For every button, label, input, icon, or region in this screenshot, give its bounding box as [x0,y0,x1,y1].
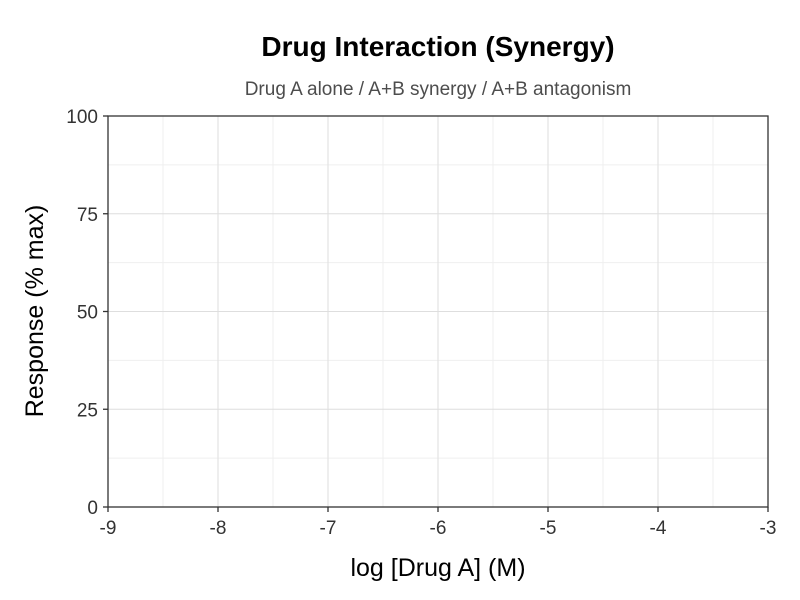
x-tick-label: -7 [320,518,337,539]
y-tick-label: 0 [87,498,98,519]
chart-title: Drug Interaction (Synergy) [261,31,614,62]
x-tick-label: -6 [430,518,447,539]
x-tick-label: -5 [540,518,557,539]
axis-ticks: -9 -8 -7 -6 -5 -4 -3 0 25 50 75 100 [66,107,776,539]
y-tick-label: 25 [77,400,98,421]
y-tick-label: 75 [77,205,98,226]
y-tick-label: 50 [77,303,98,324]
x-tick-label: -8 [210,518,227,539]
grid [107,115,769,508]
x-tick-label: -4 [650,518,667,539]
x-tick-label: -9 [100,518,117,539]
y-tick-label: 100 [66,107,98,128]
x-axis-label: log [Drug A] (M) [350,554,525,582]
x-tick-label: -3 [760,518,777,539]
y-axis-label: Response (% max) [21,205,49,418]
chart-subtitle: Drug A alone / A+B synergy / A+B antagon… [245,79,632,100]
